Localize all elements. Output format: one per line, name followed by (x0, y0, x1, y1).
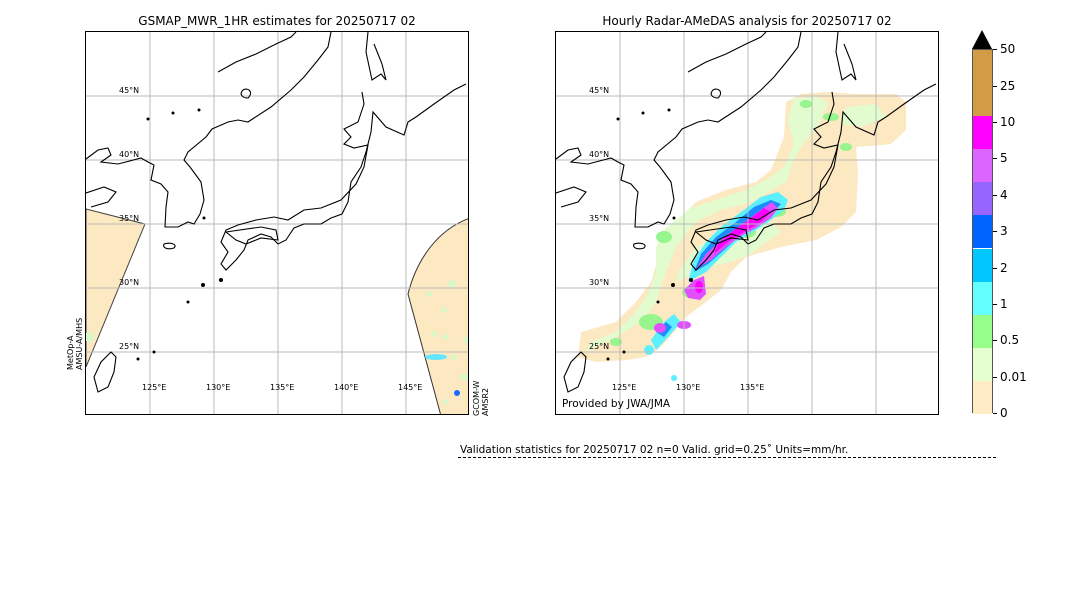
colorbar-seg-4 (973, 248, 992, 282)
left-lon-label-130: 130°E (206, 383, 231, 392)
cbar-label-25: 25 (1000, 79, 1016, 93)
right-satellite-label: GCOM-W AMSR2 (472, 380, 490, 416)
right-satellite-line1: GCOM-W (472, 380, 481, 416)
left-satellite-line2: AMSU-A/MHS (75, 317, 84, 370)
cbar-label-1: 1 (1000, 297, 1008, 311)
cbar-tick-3 (993, 231, 997, 232)
right-map-title: Hourly Radar-AMeDAS analysis for 2025071… (602, 14, 892, 28)
cbar-tick-2 (993, 268, 997, 269)
cbar-label-0: 0 (1000, 406, 1008, 420)
left-satellite-label: MetOp-A AMSU-A/MHS (66, 314, 84, 370)
cbar-tick-1 (993, 304, 997, 305)
left-lat-label-30: 30°N (119, 278, 140, 287)
cbar-label-2: 2 (1000, 261, 1008, 275)
left-lon-label-125: 125°E (142, 383, 167, 392)
colorbar-seg-1 (973, 347, 992, 381)
cbar-label-3: 3 (1000, 224, 1008, 238)
cbar-tick-0 (993, 413, 997, 414)
colorbar-extend-arrow (972, 30, 992, 49)
left-lat-label-45: 45°N (119, 86, 140, 95)
cbar-label-10: 10 (1000, 115, 1016, 129)
cbar-label-0.5: 0.5 (1000, 333, 1020, 347)
cbar-tick-5 (993, 158, 997, 159)
swath-gcom (407, 218, 468, 414)
left-lat-label-25: 25°N (119, 342, 140, 351)
colorbar (972, 49, 993, 414)
left-map-gsmap: 45°N 40°N 35°N 30°N 25°N 125°E 130°E 135… (85, 31, 469, 415)
validation-divider (458, 457, 996, 458)
right-satellite-line2: AMSR2 (481, 387, 490, 416)
cbar-tick-25 (993, 86, 997, 87)
colorbar-seg-5 (973, 215, 992, 249)
right-lat-label-45: 45°N (589, 86, 610, 95)
cbar-label-5: 5 (1000, 151, 1008, 165)
right-lat-label-25: 25°N (589, 342, 610, 351)
cbar-tick-10 (993, 122, 997, 123)
validation-statistics: Validation statistics for 20250717 02 n=… (460, 444, 849, 456)
left-satellite-line1: MetOp-A (66, 335, 75, 370)
right-lat-label-30: 30°N (589, 278, 610, 287)
left-lon-label-135: 135°E (270, 383, 295, 392)
colorbar-seg-7 (973, 149, 992, 183)
right-map-radar-amedas: 45°N 40°N 35°N 30°N 25°N 125°E 130°E 135… (555, 31, 939, 415)
cbar-label-50: 50 (1000, 42, 1016, 56)
right-lon-label-135: 135°E (740, 383, 765, 392)
left-lat-label-35: 35°N (119, 214, 140, 223)
colorbar-seg-0 (973, 380, 992, 414)
left-map-title: GSMAP_MWR_1HR estimates for 20250717 02 (138, 14, 416, 28)
cbar-tick-50 (993, 49, 997, 50)
cbar-tick-0.5 (993, 340, 997, 341)
colorbar-seg-9 (973, 50, 992, 117)
right-lon-label-130: 130°E (676, 383, 701, 392)
colorbar-seg-8 (973, 116, 992, 150)
colorbar-seg-3 (973, 281, 992, 315)
right-lat-label-35: 35°N (589, 214, 610, 223)
colorbar-seg-2 (973, 314, 992, 348)
left-lon-label-140: 140°E (334, 383, 359, 392)
cbar-label-4: 4 (1000, 188, 1008, 202)
colorbar-seg-6 (973, 182, 992, 216)
right-map-canvas (556, 32, 938, 414)
left-map-canvas (86, 32, 468, 414)
right-lat-label-40: 40°N (589, 150, 610, 159)
right-lon-label-125: 125°E (612, 383, 637, 392)
cbar-label-0.01: 0.01 (1000, 370, 1027, 384)
cbar-tick-4 (993, 195, 997, 196)
data-credit: Provided by JWA/JMA (562, 398, 671, 410)
cbar-tick-0.01 (993, 377, 997, 378)
left-lon-label-145: 145°E (398, 383, 423, 392)
left-lat-label-40: 40°N (119, 150, 140, 159)
